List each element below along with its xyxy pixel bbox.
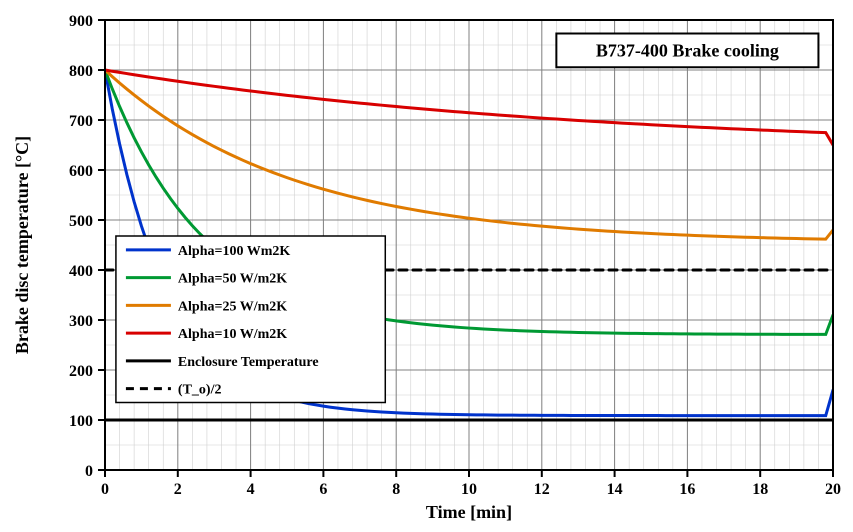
x-tick-label: 10 <box>461 481 477 498</box>
x-tick-label: 16 <box>679 481 695 498</box>
legend-label: Alpha=100 Wm2K <box>178 244 290 259</box>
x-axis-title: Time [min] <box>426 502 512 522</box>
x-tick-label: 0 <box>101 481 109 498</box>
line-chart: 0246810121416182001002003004005006007008… <box>0 0 853 532</box>
y-tick-label: 800 <box>69 63 93 80</box>
x-tick-label: 12 <box>534 481 550 498</box>
y-tick-label: 600 <box>69 163 93 180</box>
y-tick-label: 900 <box>69 13 93 30</box>
x-tick-label: 14 <box>607 481 623 498</box>
chart-title: B737-400 Brake cooling <box>596 40 779 60</box>
chart-container: 0246810121416182001002003004005006007008… <box>0 0 853 532</box>
x-tick-label: 6 <box>319 481 327 498</box>
legend-label: (T_o)/2 <box>178 383 222 398</box>
x-tick-label: 4 <box>247 481 255 498</box>
y-tick-label: 700 <box>69 113 93 130</box>
x-tick-label: 18 <box>752 481 768 498</box>
legend-box <box>116 236 385 403</box>
legend-label: Alpha=10 W/m2K <box>178 327 287 342</box>
y-axis-title: Brake disc temperature [°C] <box>12 136 32 354</box>
y-tick-label: 400 <box>69 263 93 280</box>
y-tick-label: 300 <box>69 313 93 330</box>
x-tick-label: 8 <box>392 481 400 498</box>
y-tick-label: 0 <box>85 463 93 480</box>
legend-label: Alpha=25 W/m2K <box>178 299 287 314</box>
legend-label: Enclosure Temperature <box>178 355 319 370</box>
legend-label: Alpha=50 W/m2K <box>178 272 287 287</box>
x-tick-label: 20 <box>825 481 841 498</box>
y-tick-label: 200 <box>69 363 93 380</box>
y-tick-label: 100 <box>69 413 93 430</box>
x-tick-label: 2 <box>174 481 182 498</box>
y-tick-label: 500 <box>69 213 93 230</box>
